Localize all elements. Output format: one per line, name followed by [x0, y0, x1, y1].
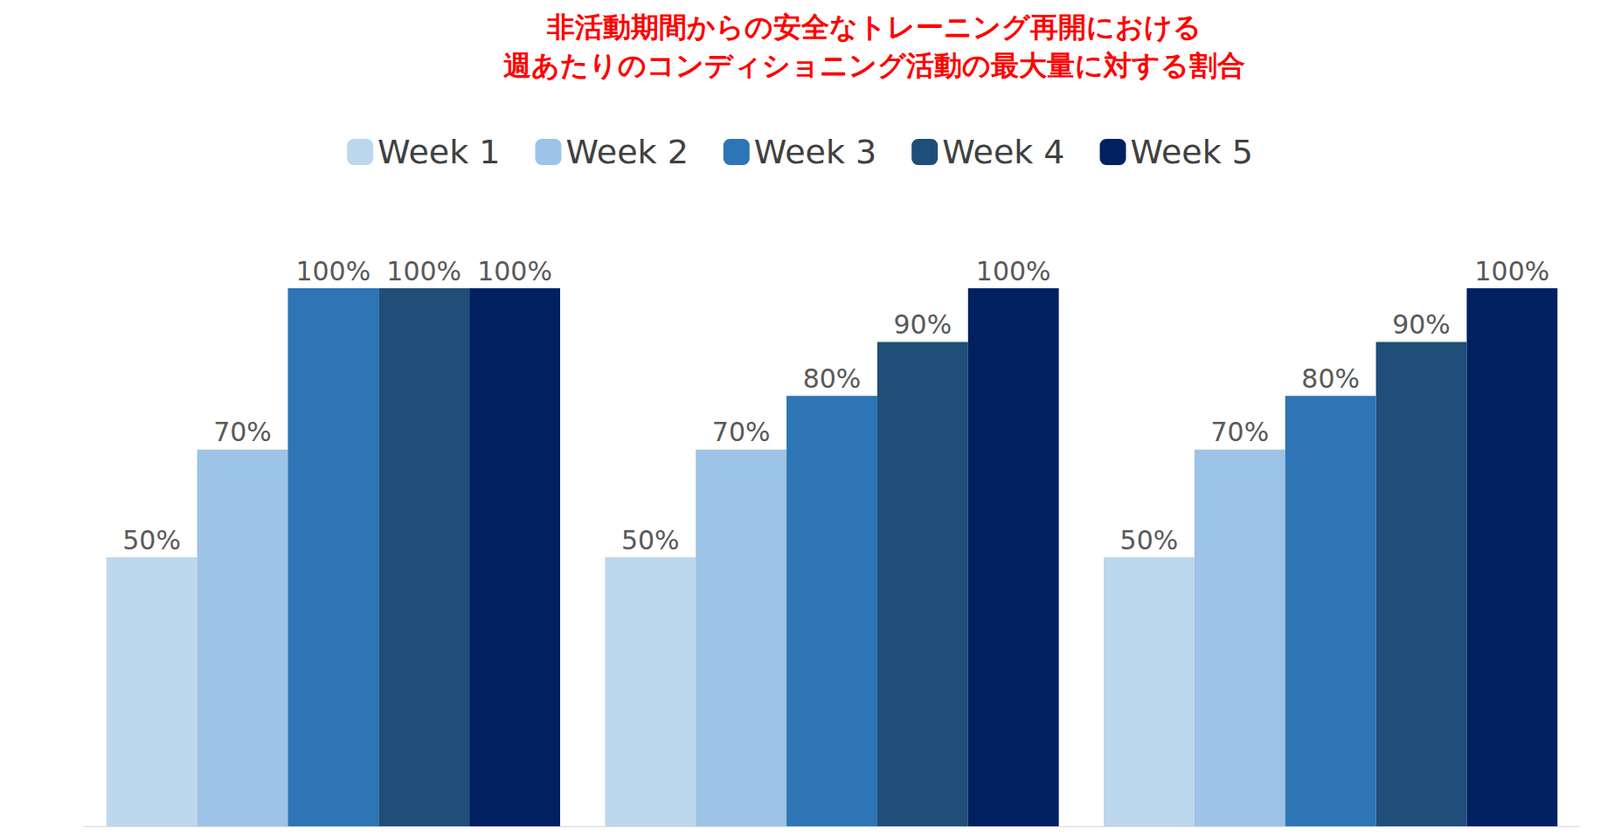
svg-text:50%: 50%	[1120, 525, 1179, 556]
svg-text:100%: 100%	[386, 256, 462, 287]
svg-text:90%: 90%	[893, 309, 953, 340]
svg-text:Week 5: Week 5	[1130, 132, 1254, 172]
svg-text:70%: 70%	[213, 416, 272, 448]
svg-text:Week 4: Week 4	[941, 132, 1065, 172]
svg-text:Week 3: Week 3	[754, 132, 877, 172]
svg-text:70%: 70%	[1210, 416, 1269, 448]
svg-text:100%: 100%	[295, 256, 371, 287]
svg-text:80%: 80%	[803, 363, 862, 395]
svg-text:50%: 50%	[122, 525, 181, 556]
svg-text:非活動期間からの安全なトレーニング再開における: 非活動期間からの安全なトレーニング再開における	[546, 10, 1202, 44]
svg-text:90%: 90%	[1392, 309, 1451, 340]
svg-text:100%: 100%	[1474, 256, 1550, 287]
svg-text:80%: 80%	[1301, 363, 1360, 395]
svg-text:50%: 50%	[621, 525, 680, 556]
svg-text:Week 1: Week 1	[377, 132, 500, 172]
svg-text:100%: 100%	[976, 256, 1052, 287]
svg-text:週あたりのコンディショニング活動の最大量に対する割合: 週あたりのコンディショニング活動の最大量に対する割合	[503, 48, 1246, 83]
svg-text:Week 2: Week 2	[565, 132, 688, 172]
svg-text:100%: 100%	[477, 256, 553, 287]
svg-text:70%: 70%	[712, 416, 771, 448]
